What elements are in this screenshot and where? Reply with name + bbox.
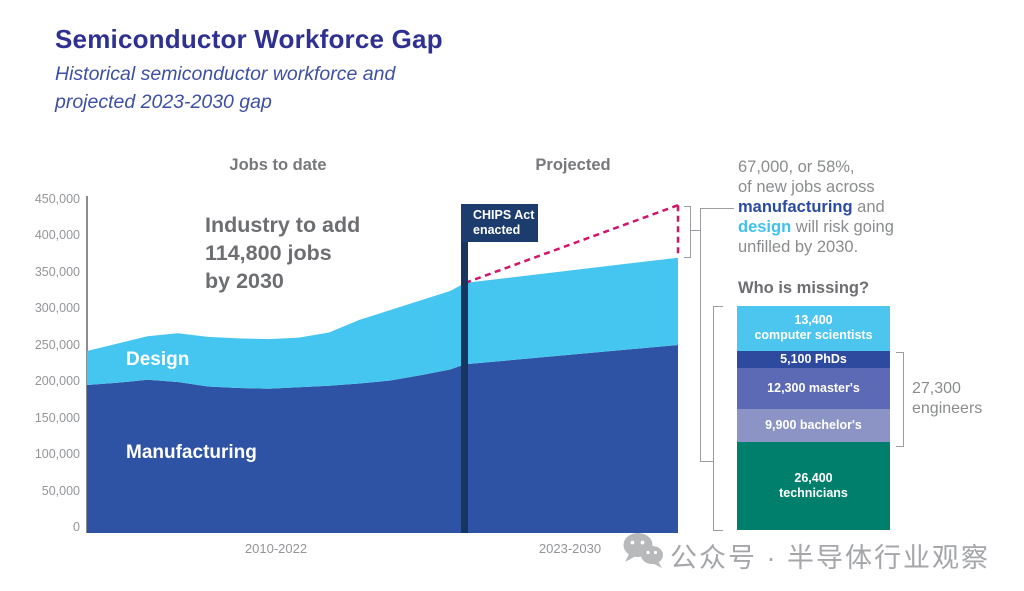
chips-act-flag-line-1: CHIPS Act <box>473 208 535 222</box>
gap-bar-segment-computer-scientists: 13,400 computer scientists <box>737 306 890 351</box>
gap-bar: 13,400 computer scientists 5,100 PhDs 12,30… <box>737 306 890 530</box>
engineers-bracket-label: 27,300 engineers <box>912 379 982 419</box>
page-title: Semiconductor Workforce Gap <box>55 24 443 54</box>
annotation-line-2: 114,800 jobs <box>205 241 332 265</box>
gap-bracket <box>684 206 691 258</box>
gap-bar-segment-technicians: 26,400 technicians <box>737 441 890 530</box>
watermark-text: 公众号 · 半导体行业观察 <box>670 543 990 573</box>
manufacturing-area <box>87 345 678 533</box>
y-tick-label: 400,000 <box>34 228 80 243</box>
gap-bar-segment-phds: 5,100 PhDs <box>737 350 890 368</box>
chips-act-flag: CHIPS Act enacted <box>461 204 538 242</box>
gap-bracket-connector <box>690 230 700 231</box>
gap-bar-bracket <box>713 306 723 531</box>
gap-bar-segment-label: 12,300 master's <box>767 380 860 395</box>
engineers-word: engineers <box>912 400 983 417</box>
y-tick-label: 350,000 <box>34 264 80 279</box>
gap-bar-segment-bachelors: 9,900 bachelor's <box>737 408 890 442</box>
gap-bar-segment-label: 5,100 PhDs <box>780 351 847 366</box>
industry-growth-annotation: Industry to add 114,800 jobs by 2030 <box>205 211 360 295</box>
gap-note-text: unfilled by 2030. <box>738 238 859 256</box>
note-to-bar-connector-vertical <box>700 208 701 462</box>
gap-bar-segment-label: computer scientists <box>754 328 873 343</box>
y-tick-label: 450,000 <box>34 192 80 206</box>
gap-bar-segment-label: 9,900 bachelor's <box>765 417 862 432</box>
chips-act-event-line <box>461 204 468 533</box>
y-tick-label: 100,000 <box>34 447 80 462</box>
y-axis-labels: 450,000 400,000 350,000 300,000 250,000 200,0… <box>0 193 80 534</box>
chips-act-flag-line-2: enacted <box>473 223 521 237</box>
page-subtitle: Historical semiconductor workforce and p… <box>55 60 395 116</box>
gap-bar-segment-label: technicians <box>779 485 848 500</box>
bar-connector-horizontal <box>700 461 713 462</box>
design-series-label: Design <box>126 349 190 370</box>
gap-note-manufacturing-word: manufacturing <box>738 198 853 216</box>
who-is-missing-title: Who is missing? <box>738 279 870 297</box>
gap-summary-note: 67,000, or 58%, of new jobs across manufac… <box>738 157 938 257</box>
y-tick-label: 200,000 <box>34 374 80 389</box>
y-tick-label: 150,000 <box>34 410 80 425</box>
section-header-projected: Projected <box>535 156 611 174</box>
x-axis-label-projected: 2023-2030 <box>538 541 602 556</box>
wechat-icon <box>623 533 663 568</box>
note-connector-horizontal <box>700 208 734 209</box>
section-header-jobs-to-date: Jobs to date <box>229 156 327 174</box>
subtitle-line-2: projected 2023-2030 gap <box>55 91 272 113</box>
gap-note-text: and <box>852 198 885 216</box>
engineers-count: 27,300 <box>912 380 961 397</box>
annotation-line-1: Industry to add <box>205 213 361 237</box>
y-axis-line <box>86 196 88 533</box>
gap-bar-segment-label: 13,400 <box>794 313 833 328</box>
y-tick-label: 250,000 <box>34 337 80 352</box>
y-tick-label: 300,000 <box>34 301 80 316</box>
annotation-line-3: by 2030 <box>205 269 284 293</box>
engineers-bracket <box>896 352 904 447</box>
gap-note-text: will risk going <box>791 218 894 236</box>
gap-bar-segment-label: 26,400 <box>794 470 833 485</box>
gap-note-text: 67,000, or 58%, <box>738 158 855 176</box>
y-tick-label: 0 <box>73 519 80 534</box>
gap-note-text: of new jobs across <box>738 178 875 196</box>
x-axis-label-historical: 2010-2022 <box>244 541 308 556</box>
subtitle-line-1: Historical semiconductor workforce and <box>55 63 396 85</box>
manufacturing-series-label: Manufacturing <box>126 442 257 463</box>
gap-note-design-word: design <box>738 218 792 236</box>
gap-bar-segment-masters: 12,300 master's <box>737 367 890 409</box>
y-tick-label: 50,000 <box>41 483 80 498</box>
